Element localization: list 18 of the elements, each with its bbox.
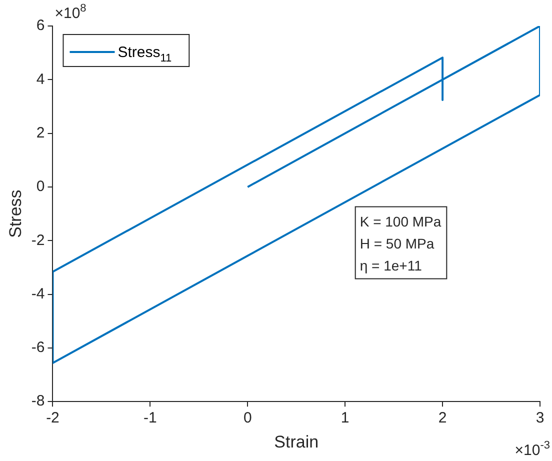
x-tick-label: 2 <box>438 410 447 427</box>
y-axis-title: Stress <box>6 190 25 238</box>
annotation: H = 50 MPa <box>360 235 434 252</box>
y-tick-label: -8 <box>31 392 45 410</box>
x-tick-label: 1 <box>340 410 350 427</box>
y-tick-label: -6 <box>31 339 45 356</box>
y-tick-label: -2 <box>31 232 45 249</box>
y-tick-label: -4 <box>31 285 45 302</box>
annotation: η = 1e+11 <box>360 257 422 274</box>
x-axis-title: Strain <box>274 432 319 452</box>
x-tick-label: 0 <box>243 410 252 427</box>
x-tick-label: 3 <box>536 410 544 427</box>
y-tick-label: 2 <box>36 124 45 142</box>
annotation: K = 100 MPa <box>360 213 442 230</box>
y-tick-label: 4 <box>36 70 45 88</box>
y-tick-label: 0 <box>36 178 45 196</box>
x-tick-label: -1 <box>144 410 157 427</box>
y-tick-label: 6 <box>36 17 45 34</box>
